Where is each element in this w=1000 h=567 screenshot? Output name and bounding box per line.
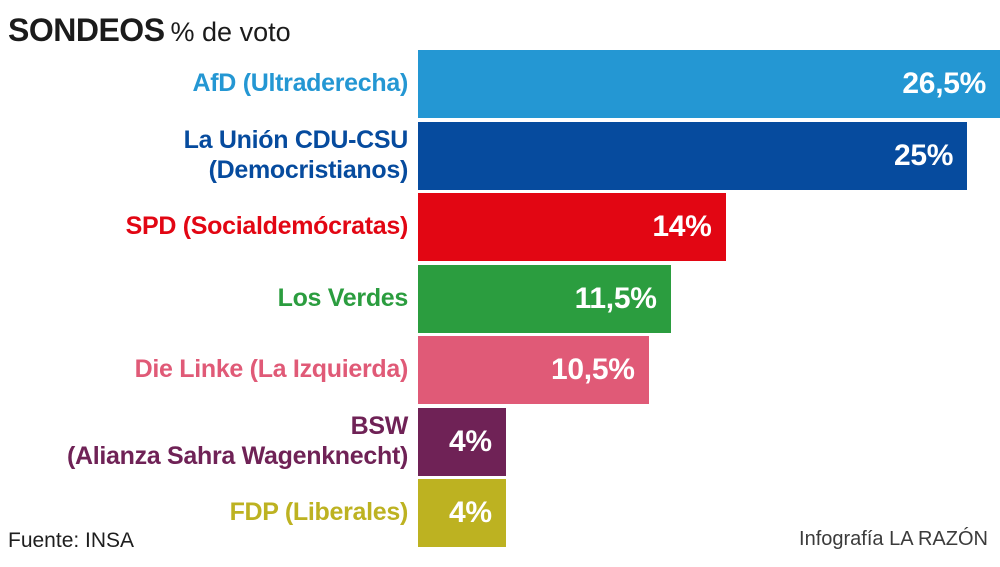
bar: 10,5% — [418, 336, 649, 404]
bar-row: Die Linke (La Izquierda) 10,5% — [0, 336, 1000, 404]
bar: 4% — [418, 407, 506, 476]
party-label: FDP (Liberales) — [229, 498, 409, 527]
chart-title-sub: % de voto — [170, 17, 291, 47]
bar-value: 4% — [449, 424, 492, 458]
bar-row: AfD (Ultraderecha) 26,5% — [0, 50, 1000, 118]
bar-value: 11,5% — [574, 281, 657, 315]
source-note: Fuente: INSA — [8, 529, 135, 552]
party-label: AfD (Ultraderecha) — [192, 69, 409, 98]
bar: 25% — [418, 121, 968, 190]
bar-value: 4% — [449, 496, 492, 529]
bar-row: BSW (Alianza Sahra Wagenknecht) 4% — [0, 407, 1000, 476]
bar-row: FDP (Liberales) 4% — [0, 479, 1000, 547]
party-label: SPD (Socialdemócratas) — [125, 212, 409, 241]
bar-row: SPD (Socialdemócratas) 14% — [0, 193, 1000, 261]
bar: 4% — [418, 479, 506, 547]
bar: 11,5% — [418, 264, 671, 333]
party-label: BSW (Alianza Sahra Wagenknecht) — [66, 412, 408, 470]
bar-chart: AfD (Ultraderecha) 26,5% La Unión CDU-CS… — [0, 50, 1000, 547]
chart-title: SONDEOS% de voto — [8, 12, 291, 49]
bar-value: 26,5% — [902, 67, 986, 100]
bar-value: 25% — [893, 138, 954, 172]
party-label: Die Linke (La Izquierda) — [134, 355, 409, 384]
bar: 26,5% — [418, 50, 1000, 118]
bar-row: Los Verdes 11,5% — [0, 264, 1000, 333]
party-label: Los Verdes — [277, 283, 409, 312]
chart-title-main: SONDEOS — [8, 12, 165, 48]
credit-note: Infografía LA RAZÓN — [799, 528, 988, 550]
bar-row: La Unión CDU-CSU (Democristianos) 25% — [0, 121, 1000, 190]
bar-value: 10,5% — [551, 353, 635, 386]
bar: 14% — [418, 193, 726, 261]
bar-value: 14% — [652, 210, 712, 243]
party-label: La Unión CDU-CSU (Democristianos) — [183, 126, 409, 184]
